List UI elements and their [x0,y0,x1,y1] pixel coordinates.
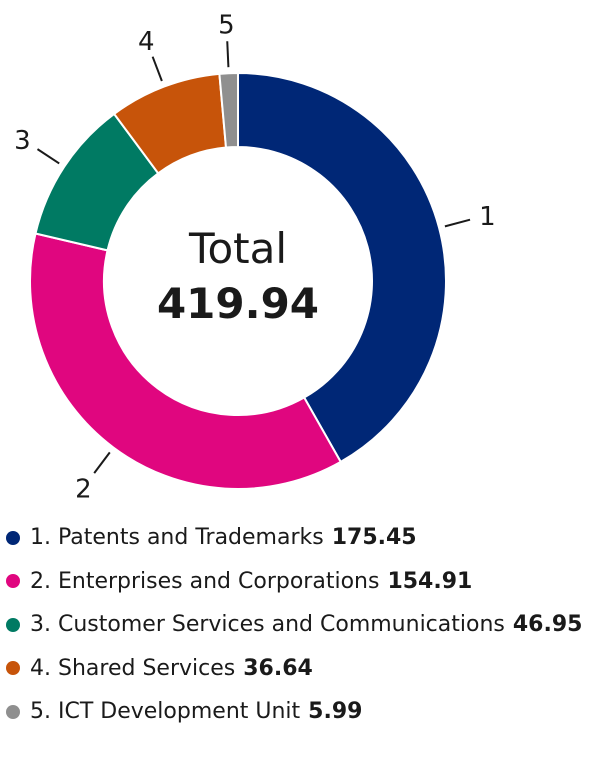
legend-swatch-2 [6,574,20,588]
legend-item: 4. Shared Services 36.64 [6,647,596,691]
slice-number-label-1: 1 [479,202,496,232]
donut-slice-2 [30,233,341,489]
center-total-value: 419.94 [157,279,319,328]
legend-separator: . [44,525,58,550]
legend-index: 1 [30,525,44,550]
donut-chart: 1 2 3 4 5 Total 419.94 [0,0,600,500]
legend-label: Patents and Trademarks [58,525,324,550]
legend-index: 2 [30,569,44,594]
legend-separator: . [44,569,58,594]
chart-legend: 1. Patents and Trademarks 175.45 2. Ente… [6,516,596,734]
legend-label: ICT Development Unit [58,699,300,724]
legend-item: 1. Patents and Trademarks 175.45 [6,516,596,560]
legend-item: 5. ICT Development Unit 5.99 [6,690,596,734]
callout-leader-1 [445,220,470,227]
callout-leader-5 [227,41,228,67]
callout-leader-3 [37,149,59,163]
legend-label: Shared Services [58,656,235,681]
slice-number-label-4: 4 [138,27,155,57]
callout-leader-2 [94,452,110,473]
legend-separator: . [44,656,58,681]
legend-index: 4 [30,656,44,681]
legend-swatch-4 [6,661,20,675]
legend-value: 175.45 [332,525,417,550]
legend-item: 2. Enterprises and Corporations 154.91 [6,560,596,604]
slice-number-label-3: 3 [14,126,31,156]
slice-number-label-5: 5 [218,10,235,40]
legend-separator: . [44,612,58,637]
callout-leader-4 [153,57,162,81]
legend-swatch-3 [6,618,20,632]
legend-value: 154.91 [387,569,472,594]
legend-value: 46.95 [513,612,583,637]
legend-swatch-5 [6,705,20,719]
legend-label: Customer Services and Communications [58,612,505,637]
legend-swatch-1 [6,531,20,545]
legend-label: Enterprises and Corporations [58,569,379,594]
legend-value: 36.64 [243,656,313,681]
legend-index: 3 [30,612,44,637]
legend-value: 5.99 [308,699,362,724]
legend-item: 3. Customer Services and Communications … [6,603,596,647]
slice-number-label-2: 2 [75,475,92,500]
legend-separator: . [44,699,58,724]
legend-index: 5 [30,699,44,724]
center-total-label: Total [188,224,287,273]
